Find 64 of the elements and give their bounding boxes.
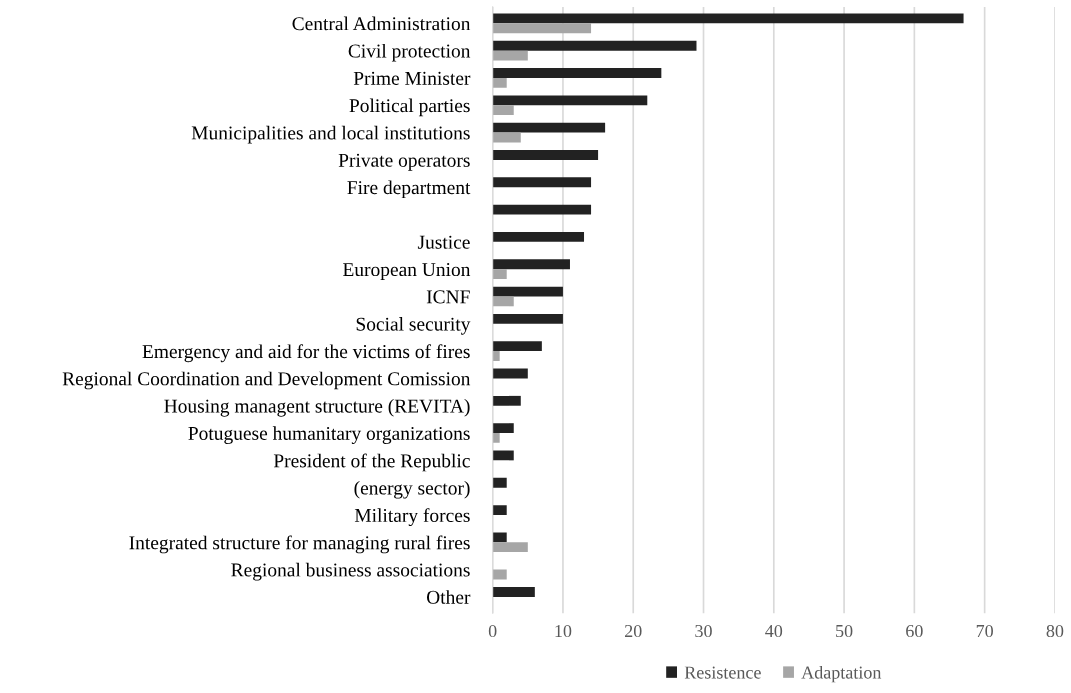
bar — [492, 269, 507, 279]
bar — [492, 23, 592, 34]
y-tick-label: Military forces — [354, 508, 470, 527]
bar — [492, 232, 585, 242]
bar — [492, 351, 500, 361]
bar — [492, 587, 535, 597]
bar — [492, 423, 514, 434]
y-tick-label: (energy sector) — [354, 480, 470, 499]
bar — [492, 505, 507, 515]
y-tick-label: Civil protection — [348, 43, 471, 62]
bar — [492, 395, 521, 406]
bar — [492, 569, 507, 580]
bar — [492, 177, 592, 188]
bar — [492, 95, 648, 106]
bar — [492, 150, 599, 160]
y-tick-label: Housing managent structure (REVITA) — [164, 398, 470, 417]
legend-label: Adaptation — [801, 665, 882, 683]
y-tick-label: Regional Coordination and Development Comission — [62, 371, 471, 390]
bar — [492, 341, 542, 352]
x-tick-label: 30 — [695, 624, 712, 638]
y-tick-label: Emergency and aid for the victims of fires — [142, 344, 470, 363]
y-tick-label: Integrated structure for managing rural fires — [129, 535, 470, 554]
y-tick-label: Other — [426, 590, 471, 604]
y-tick-label: Regional business associations — [231, 562, 470, 581]
bar — [492, 368, 528, 379]
x-tick-label: 50 — [836, 624, 853, 638]
x-tick-label: 0 — [488, 624, 497, 638]
bar — [492, 296, 514, 307]
x-tick-label: 80 — [1046, 624, 1064, 638]
bar — [492, 450, 514, 461]
y-tick-label: Central Administration — [292, 16, 471, 31]
y-tick-label: President of the Republic — [273, 453, 470, 472]
bar — [492, 68, 662, 78]
y-tick-label: Social security — [356, 317, 471, 335]
x-tick-label: 20 — [624, 624, 642, 638]
bar — [492, 433, 500, 443]
y-tick-label: Municipalities and local institutions — [191, 125, 470, 144]
bar — [492, 105, 514, 116]
y-tick-label: Fire department — [347, 180, 471, 199]
bar — [492, 477, 507, 488]
y-tick-label: Prime Minister — [353, 71, 471, 85]
bar — [492, 50, 528, 61]
y-tick-label: ICNF — [426, 290, 470, 304]
x-tick-label: 10 — [555, 624, 572, 638]
bar — [492, 77, 507, 88]
bar — [492, 13, 964, 24]
y-tick-label: Justice — [417, 235, 470, 249]
legend-label: Resistence — [684, 666, 761, 679]
y-tick-label: Political parties — [349, 98, 470, 117]
bar — [492, 40, 697, 51]
bar — [492, 132, 521, 143]
x-tick-label: 70 — [976, 624, 993, 638]
bar — [492, 204, 592, 215]
bar — [492, 532, 507, 543]
bar — [492, 542, 528, 553]
bar — [492, 286, 563, 297]
y-tick-label: Potuguese humanitary organizations — [188, 426, 470, 444]
bar — [492, 313, 563, 324]
y-tick-label: European Union — [343, 263, 471, 281]
bar — [492, 259, 570, 270]
bar — [492, 122, 606, 133]
x-tick-label: 60 — [906, 624, 923, 638]
y-tick-label: Private operators — [338, 153, 470, 171]
x-tick-label: 40 — [765, 624, 783, 638]
